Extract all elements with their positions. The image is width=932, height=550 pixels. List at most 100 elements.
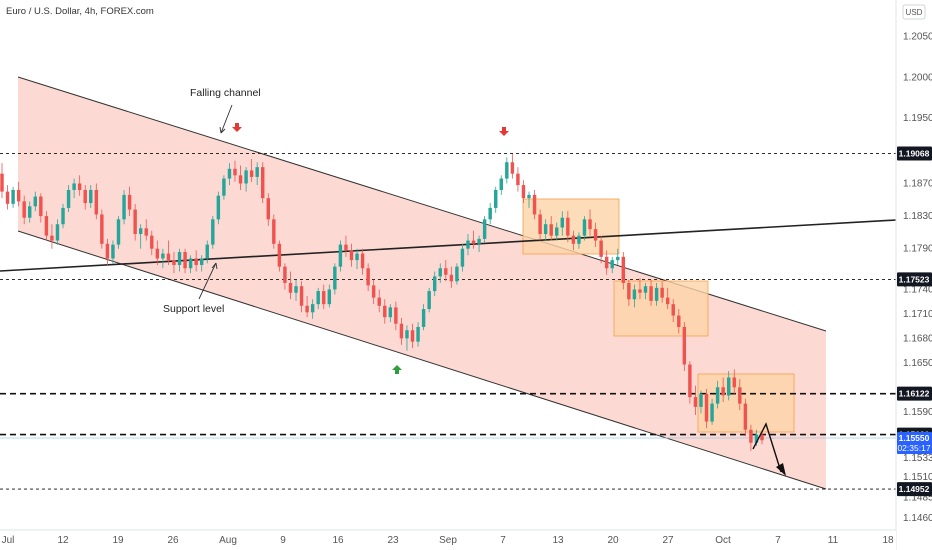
candle-up <box>333 266 337 290</box>
candle-down <box>721 387 725 396</box>
candle-up <box>327 289 332 305</box>
candle-up <box>710 403 714 422</box>
consolidation-box-1 <box>522 198 620 255</box>
candle-down <box>249 170 254 177</box>
currency-button[interactable]: USD <box>902 4 926 20</box>
price-axis[interactable]: 1.20500 1.20000 1.19500 1.18700 1.18300 1.179… <box>903 32 932 524</box>
candle-down <box>94 189 99 215</box>
candle-up <box>66 189 71 208</box>
candle-down <box>277 243 282 267</box>
red-down-arrow-icon <box>499 127 509 136</box>
candle-up <box>477 238 481 244</box>
current-price-value: 1.15550 <box>899 433 930 443</box>
candle-up <box>405 330 409 339</box>
falling-channel-pointer <box>220 104 233 134</box>
candle-down <box>693 397 698 407</box>
candles <box>0 154 764 451</box>
y-tick-label: 1.17400 <box>903 284 932 295</box>
candle-down <box>299 286 304 306</box>
x-tick-label: 16 <box>332 535 344 546</box>
candle-down <box>233 168 237 176</box>
candle-up <box>715 387 720 404</box>
candle-up <box>505 162 509 179</box>
currency-label[interactable]: USD <box>906 8 923 17</box>
price-level-tag-label: 1.14952 <box>899 484 930 494</box>
candle-up <box>310 304 315 313</box>
candle-up <box>111 244 115 259</box>
y-tick-label: 1.20500 <box>903 32 932 43</box>
candle-up <box>438 268 442 277</box>
x-tick-label: 18 <box>882 535 894 546</box>
candle-down <box>682 326 687 365</box>
candle-down <box>660 287 664 298</box>
y-tick-label: 1.17100 <box>903 309 932 320</box>
candle-down <box>671 304 675 316</box>
candle-up <box>616 256 620 261</box>
current-price-tag: 1.15550 02:35:17 <box>897 432 932 454</box>
candle-up <box>255 167 259 177</box>
y-tick-label: 1.14600 <box>903 513 932 524</box>
x-tick-label: 13 <box>552 535 564 546</box>
candle-up <box>28 206 32 218</box>
candle-down <box>665 297 670 305</box>
candle-up <box>205 244 209 259</box>
candle-up <box>294 286 298 293</box>
candle-up <box>116 219 121 245</box>
candle-up <box>455 266 459 282</box>
green-up-arrow-icon <box>392 365 402 374</box>
x-tick-label: 20 <box>607 535 619 546</box>
candle-up <box>560 217 565 228</box>
candle-down <box>593 229 598 241</box>
candle-up <box>494 189 498 208</box>
candle-up <box>577 235 581 244</box>
candle-down <box>194 258 198 265</box>
time-axis[interactable]: Jul 12 19 26 Aug 9 16 23 Sep 7 13 20 27 Oct 7 11 18 <box>2 535 894 546</box>
candle-down <box>349 250 354 261</box>
x-tick-label: Sep <box>439 535 457 546</box>
candle-up <box>188 258 193 269</box>
candle-down <box>516 173 520 186</box>
candle-up <box>11 189 15 204</box>
candle-down <box>549 224 553 236</box>
x-tick-label: Aug <box>219 535 237 546</box>
candle-up <box>543 224 548 235</box>
candle-up <box>61 207 65 225</box>
candle-up <box>654 287 659 301</box>
candle-down <box>760 434 764 441</box>
price-level-tag-label: 1.17523 <box>899 274 930 284</box>
candle-down <box>344 244 348 251</box>
candle-up <box>699 393 703 407</box>
candle-up <box>355 253 359 261</box>
candle-up <box>161 253 165 259</box>
countdown-timer: 02:35:17 <box>897 443 930 453</box>
candle-up <box>632 289 637 300</box>
candle-up <box>138 228 143 235</box>
candle-down <box>39 196 43 217</box>
candle-up <box>643 286 648 293</box>
candle-down <box>638 289 642 293</box>
candle-down <box>383 305 387 318</box>
candle-down <box>677 315 681 327</box>
y-tick-label: 1.18300 <box>903 211 932 222</box>
y-tick-label: 1.19500 <box>903 113 932 124</box>
x-tick-label: 11 <box>828 535 839 546</box>
candle-down <box>238 175 243 184</box>
candle-down <box>261 167 265 199</box>
candle-down <box>16 189 21 202</box>
candle-down <box>588 219 592 230</box>
candle-down <box>704 393 709 422</box>
candle-down <box>272 219 276 244</box>
candle-up <box>610 260 614 269</box>
x-tick-label: 26 <box>167 535 179 546</box>
candle-down <box>22 201 26 218</box>
candle-up <box>222 178 226 196</box>
candle-down <box>83 189 87 204</box>
candle-down <box>322 291 326 305</box>
x-tick-label: Jul <box>2 535 15 546</box>
candle-up <box>582 219 587 236</box>
candle-up <box>227 168 232 179</box>
projection-arrow-line <box>752 422 782 473</box>
symbol-title[interactable]: Euro / U.S. Dollar, 4h, FOREX.com <box>6 6 154 17</box>
candle-down <box>172 260 176 265</box>
